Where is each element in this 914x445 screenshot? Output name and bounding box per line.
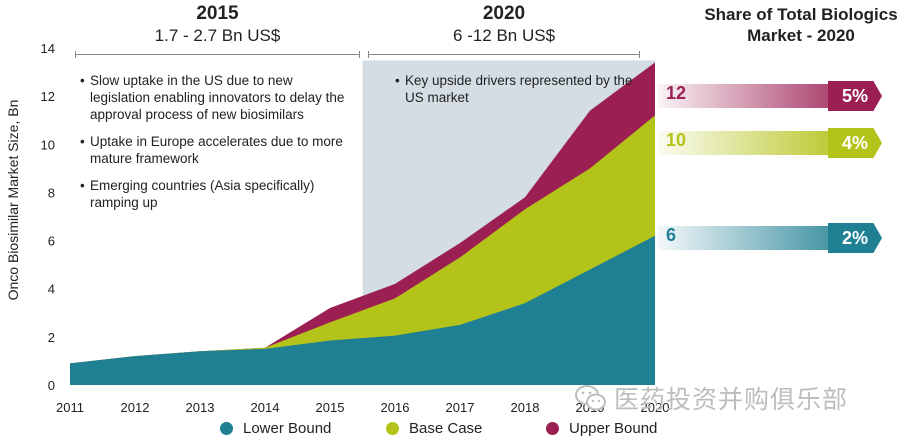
watermark-text: 医药投资并购俱乐部 — [614, 385, 849, 414]
legend-lower-bound-swatch — [220, 422, 233, 435]
header-2020-bracket — [368, 51, 640, 58]
x-tick-label: 2014 — [251, 400, 280, 415]
x-tick-label: 2013 — [186, 400, 215, 415]
share-gradient-bar-lower — [658, 226, 836, 250]
share-value-lower: 6 — [666, 225, 677, 245]
header-2020-year: 2020 — [482, 3, 526, 24]
note-us-uptake: Slow uptake in the US due to new legisla… — [80, 72, 350, 123]
legend-upper-bound-label: Upper Bound — [569, 420, 658, 437]
share-gradient-bar-upper — [658, 84, 836, 108]
header-2020-range: 6 -12 Bn US$ — [452, 25, 556, 45]
legend-lower-bound: Lower Bound — [220, 420, 331, 437]
share-percent-upper: 5% — [828, 81, 882, 111]
y-tick-label: 8 — [48, 185, 55, 200]
x-tick-label: 2016 — [381, 400, 410, 415]
legend-upper-bound-swatch — [546, 422, 559, 435]
header-2015-year: 2015 — [196, 3, 239, 24]
header-2015-range: 1.7 - 2.7 Bn US$ — [154, 25, 281, 45]
share-percent-lower: 2% — [828, 223, 882, 253]
legend-base-case: Base Case — [386, 420, 482, 437]
y-tick-label: 12 — [41, 89, 55, 104]
header-2015: 2015 1.7 - 2.7 Bn US$ — [75, 3, 360, 46]
share-row-upper: 12 5% — [658, 81, 882, 111]
x-tick-label: 2011 — [56, 400, 84, 415]
x-tick-label: 2020 — [641, 400, 670, 415]
header-2015-bracket — [75, 51, 360, 58]
notes-2020: Key upside drivers represented by the US… — [395, 72, 635, 116]
legend-lower-bound-label: Lower Bound — [243, 420, 332, 437]
legend-upper-bound: Upper Bound — [546, 420, 657, 437]
share-value-upper: 12 — [666, 83, 687, 103]
share-row-base: 10 4% — [658, 128, 882, 158]
y-axis-label: Onco Biosimilar Market Size, Bn — [5, 99, 21, 301]
y-tick-label: 0 — [48, 378, 55, 393]
note-europe-uptake: Uptake in Europe accelerates due to more… — [80, 133, 350, 167]
wechat-icon — [575, 385, 606, 411]
note-upside-drivers: Key upside drivers represented by the US… — [395, 72, 635, 106]
share-value-base: 10 — [666, 130, 687, 150]
share-gradient-bar-base — [658, 131, 836, 155]
share-percent-base: 4% — [828, 128, 882, 158]
y-tick-label: 6 — [48, 234, 55, 249]
header-2020: 2020 6 -12 Bn US$ — [368, 3, 640, 46]
watermark: 医药投资并购俱乐部 — [574, 380, 848, 416]
x-tick-label: 2017 — [446, 400, 475, 415]
legend-base-case-label: Base Case — [409, 420, 483, 437]
note-emerging-countries: Emerging countries (Asia specifically) r… — [80, 177, 350, 211]
y-tick-label: 14 — [41, 41, 55, 56]
area-lower-bound — [70, 235, 655, 385]
y-tick-label: 10 — [41, 137, 55, 152]
y-tick-label: 2 — [48, 330, 55, 345]
x-tick-label: 2012 — [121, 400, 150, 415]
share-panel-title: Share of Total Biologics Market - 2020 — [704, 5, 898, 45]
notes-2015: Slow uptake in the US due to new legisla… — [80, 72, 350, 221]
share-row-lower: 6 2% — [658, 223, 882, 253]
legend-base-case-swatch — [386, 422, 399, 435]
x-tick-label: 2015 — [316, 400, 345, 415]
y-tick-label: 4 — [48, 282, 55, 297]
x-tick-label: 2018 — [511, 400, 540, 415]
